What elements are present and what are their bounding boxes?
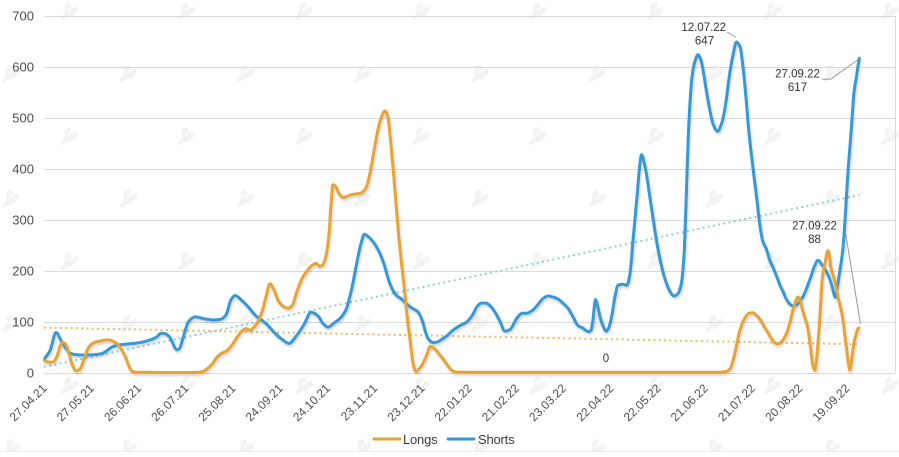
svg-text:600: 600 (12, 60, 34, 75)
svg-text:27.09.22: 27.09.22 (792, 221, 837, 233)
svg-text:Longs: Longs (403, 432, 438, 447)
svg-text:Shorts: Shorts (478, 432, 515, 447)
svg-text:700: 700 (12, 9, 34, 24)
svg-text:100: 100 (12, 315, 34, 330)
svg-text:400: 400 (12, 162, 34, 177)
svg-text:647: 647 (695, 36, 714, 48)
svg-text:617: 617 (788, 82, 807, 94)
svg-text:300: 300 (12, 213, 34, 228)
svg-text:500: 500 (12, 111, 34, 126)
svg-text:12.07.22: 12.07.22 (681, 22, 726, 34)
svg-text:27.09.22: 27.09.22 (775, 69, 820, 81)
svg-text:0: 0 (603, 353, 609, 365)
svg-text:0: 0 (27, 366, 34, 381)
svg-text:88: 88 (808, 234, 821, 246)
svg-text:200: 200 (12, 264, 34, 279)
